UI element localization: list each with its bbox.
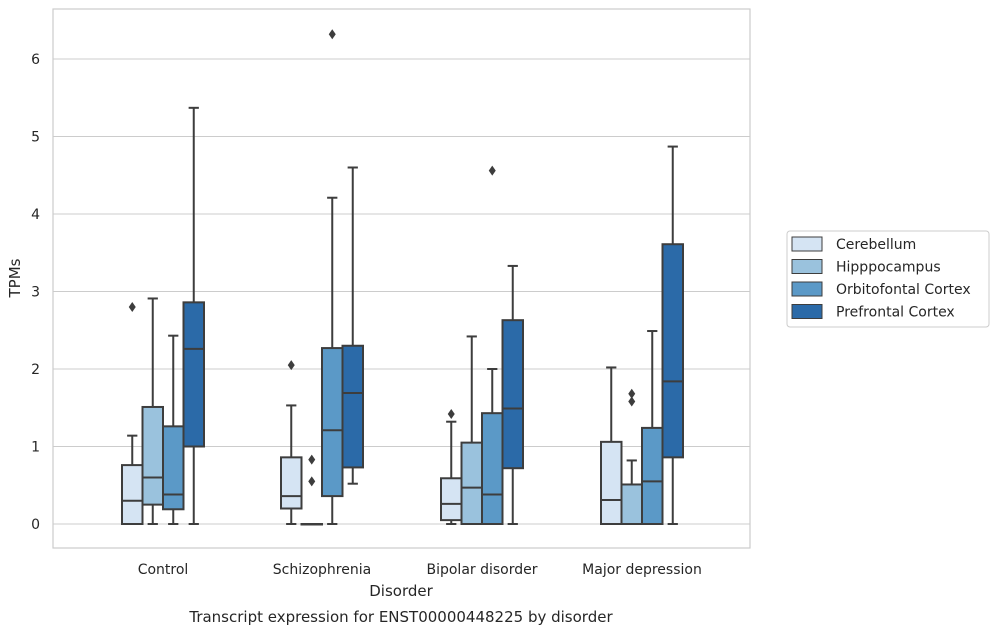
legend-label: Cerebellum (836, 237, 916, 253)
legend-label: Hipppocampus (836, 260, 941, 276)
y-tick-label: 4 (31, 207, 40, 223)
box-group (182, 106, 205, 525)
y-tick-label: 2 (31, 362, 40, 378)
y-tick-label: 6 (31, 52, 40, 68)
x-tick-label: Major depression (582, 562, 702, 578)
outlier-point (628, 388, 636, 399)
plot-frame (52, 8, 751, 549)
box-group (440, 408, 463, 525)
box-group (121, 302, 144, 526)
box (341, 344, 364, 469)
box (280, 456, 303, 510)
x-tick-label: Control (138, 562, 189, 578)
y-tick-label: 3 (31, 285, 40, 301)
box (321, 347, 344, 498)
outlier-point (628, 396, 636, 407)
box (460, 441, 483, 525)
box (141, 405, 164, 506)
outlier-point (287, 360, 295, 371)
x-tick-labels: Control Schizophrenia Bipolar disorder Majo… (138, 562, 702, 578)
box-group (661, 145, 684, 525)
legend-items: Cerebellum Hipppocampus Orbitofontal Corte… (791, 236, 971, 321)
outlier-point (447, 408, 455, 419)
box (481, 412, 504, 525)
legend-swatch (791, 304, 823, 319)
legend-swatch (791, 236, 823, 252)
legend-frame (786, 230, 990, 328)
outlier-point (128, 302, 136, 312)
box (600, 440, 623, 526)
box (641, 426, 664, 525)
legend-swatch (791, 259, 823, 274)
outlier-point (328, 29, 336, 40)
box-group (300, 454, 323, 526)
box-group (321, 29, 344, 525)
x-tick-label: Schizophrenia (273, 562, 371, 578)
box (121, 464, 144, 526)
y-tick-labels: 0 1 2 3 4 5 6 (31, 52, 40, 533)
box (162, 425, 185, 511)
box-group (641, 330, 664, 525)
outlier-point (308, 454, 316, 465)
box (182, 301, 205, 448)
legend-swatch (791, 281, 823, 297)
box-group (162, 334, 185, 525)
legend-label: Prefrontal Cortex (836, 305, 955, 321)
box-group (600, 366, 623, 526)
box (620, 483, 643, 526)
box-plot-marks (121, 29, 684, 526)
y-axis-title: TPMs (6, 258, 24, 298)
legend-label: Orbitofontal Cortex (836, 282, 971, 298)
box-group (501, 264, 524, 525)
chart-title: Transcript expression for ENST0000044822… (188, 608, 613, 626)
x-axis-title: Disorder (369, 582, 433, 600)
box (501, 319, 524, 470)
outlier-point (308, 476, 316, 487)
legend: Cerebellum Hipppocampus Orbitofontal Corte… (786, 230, 990, 328)
y-tick-label: 1 (31, 440, 40, 456)
box (440, 477, 463, 522)
y-tick-label: 5 (31, 130, 40, 146)
x-tick-label: Bipolar disorder (426, 562, 537, 578)
box-group (341, 166, 364, 485)
outlier-point (488, 165, 496, 176)
box-group (280, 360, 303, 525)
y-tick-label: 0 (31, 517, 40, 533)
box (661, 243, 684, 459)
box-group (481, 165, 504, 525)
box-group (141, 297, 164, 525)
box-group (620, 388, 643, 526)
